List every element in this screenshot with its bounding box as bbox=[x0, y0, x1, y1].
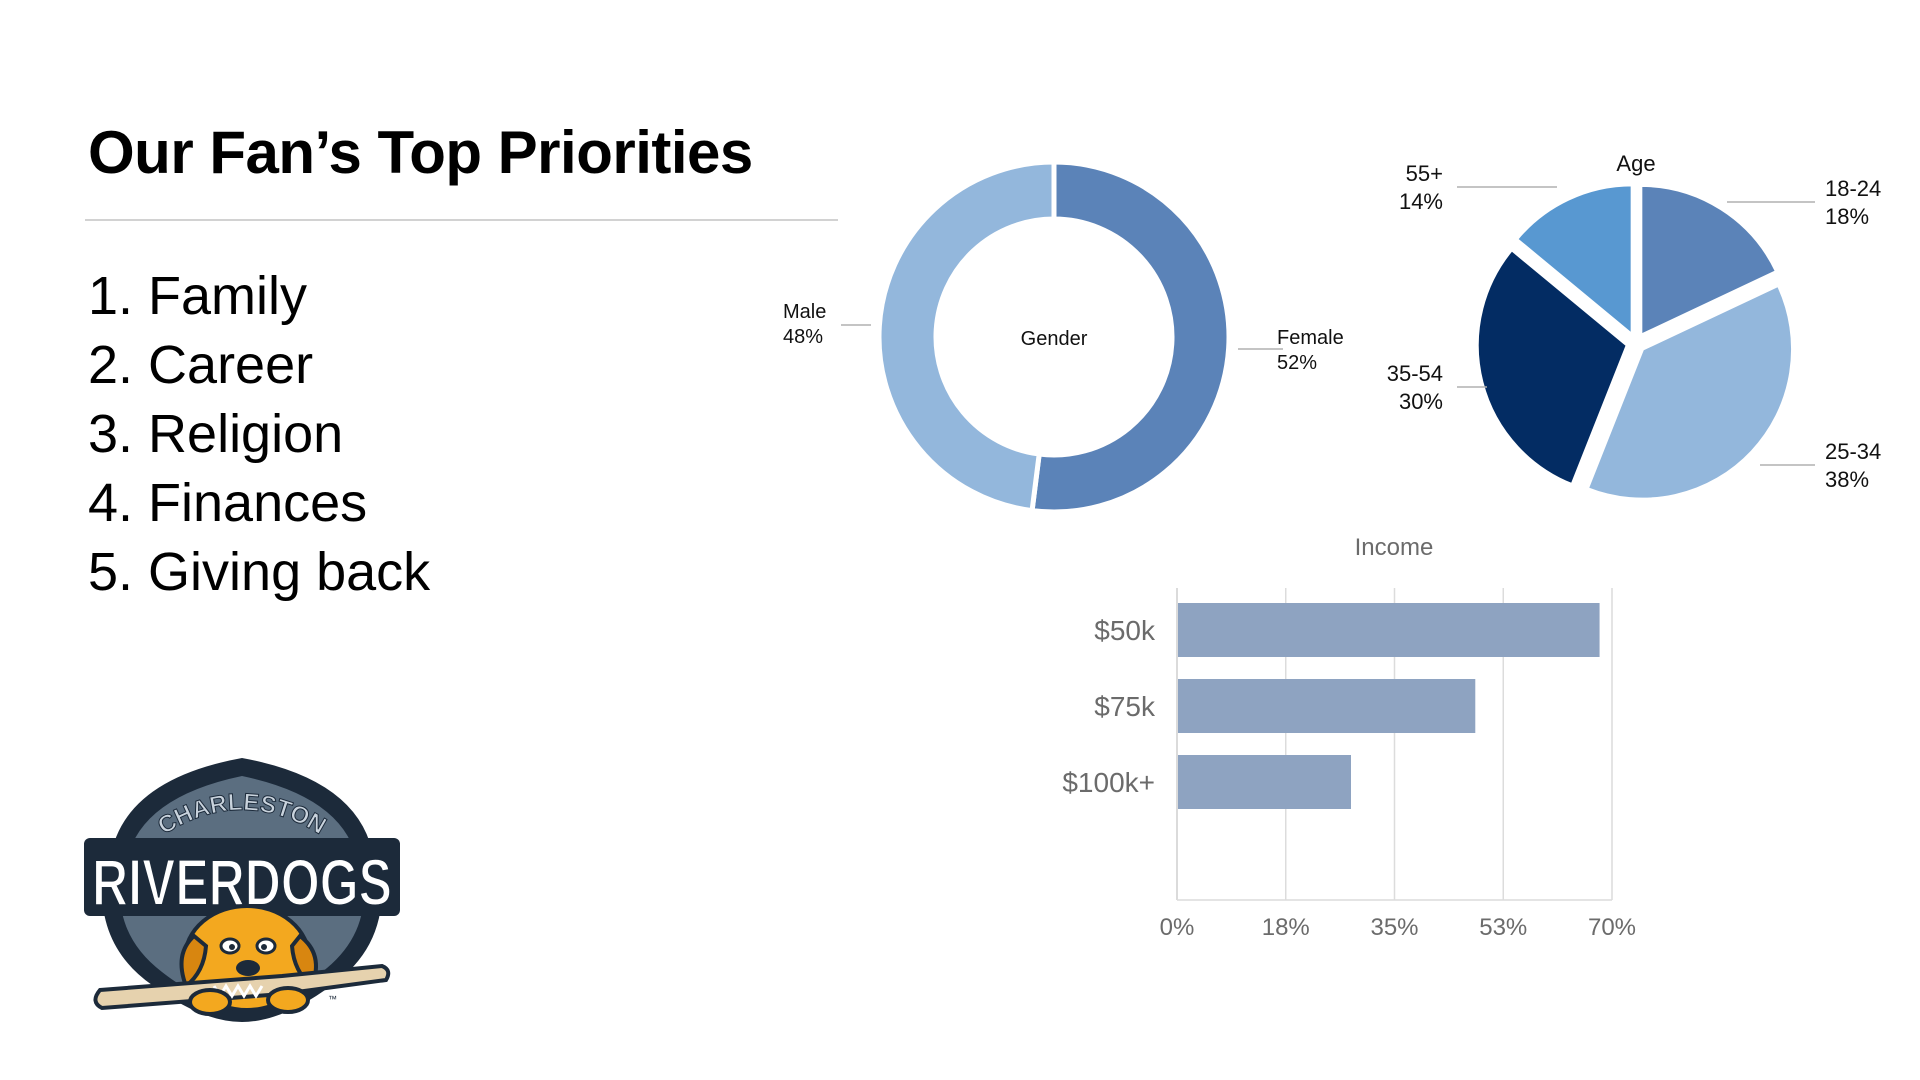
logo-trademark: ™ bbox=[328, 994, 337, 1004]
priority-item: 4. Finances bbox=[88, 473, 368, 533]
title-divider bbox=[85, 219, 838, 221]
priority-item: 1. Family bbox=[88, 266, 308, 326]
income-bar-75k bbox=[1178, 679, 1476, 733]
income-category-label: $75k bbox=[1094, 691, 1156, 722]
income-chart-title: Income bbox=[1355, 534, 1434, 561]
priorities-list: 1. Family 2. Career 3. Religion 4. Finan… bbox=[88, 262, 430, 607]
age-chart-title: Age bbox=[1616, 151, 1655, 176]
income-category-label: $50k bbox=[1094, 615, 1156, 646]
gender-value-female: 52% bbox=[1277, 352, 1317, 374]
age-slice-55 bbox=[1514, 183, 1634, 339]
income-tick-label: 18% bbox=[1262, 914, 1310, 941]
age-slice-35-54 bbox=[1475, 247, 1630, 487]
age-slice-18-24 bbox=[1639, 183, 1779, 338]
income-tick-label: 53% bbox=[1479, 914, 1527, 941]
riverdogs-logo: CHARLESTON RIVERDOGS ™ bbox=[84, 758, 400, 1022]
age-label-35-54: 35-54 bbox=[1387, 361, 1443, 386]
priority-item: 2. Career bbox=[88, 335, 314, 395]
income-tick-label: 35% bbox=[1370, 914, 1418, 941]
income-bar-50k bbox=[1178, 603, 1600, 657]
age-label-55: 55+ bbox=[1406, 161, 1443, 186]
income-bar-chart: 0% 18% 35% 53% 70% $50k $75k $100k+ Income bbox=[1062, 534, 1636, 941]
gender-value-male: 48% bbox=[783, 326, 823, 348]
age-slice-25-34 bbox=[1585, 283, 1795, 501]
income-category-label: $100k+ bbox=[1062, 767, 1155, 798]
income-bar-100k bbox=[1178, 755, 1351, 809]
gender-label-male: Male bbox=[783, 301, 826, 323]
age-label-25-34: 25-34 bbox=[1825, 439, 1881, 464]
age-value-18-24: 18% bbox=[1825, 204, 1869, 229]
priority-item: 5. Giving back bbox=[88, 542, 431, 602]
age-value-35-54: 30% bbox=[1399, 389, 1443, 414]
age-label-18-24: 18-24 bbox=[1825, 176, 1881, 201]
priority-item: 3. Religion bbox=[88, 404, 344, 464]
gender-slice-male bbox=[876, 159, 1057, 514]
income-tick-label: 70% bbox=[1588, 914, 1636, 941]
income-tick-label: 0% bbox=[1160, 914, 1195, 941]
slide-title: Our Fan’s Top Priorities bbox=[88, 119, 753, 186]
age-value-25-34: 38% bbox=[1825, 467, 1869, 492]
age-pie-chart: Age 18-24 18% 25-34 38% 35-54 30% 55+ 14% bbox=[1387, 151, 1881, 501]
gender-slice-female bbox=[1029, 159, 1232, 515]
gender-donut-chart: Gender Female 52% Male 48% bbox=[783, 159, 1344, 515]
age-value-55: 14% bbox=[1399, 189, 1443, 214]
gender-label-female: Female bbox=[1277, 327, 1344, 349]
gender-chart-title: Gender bbox=[1021, 328, 1088, 350]
